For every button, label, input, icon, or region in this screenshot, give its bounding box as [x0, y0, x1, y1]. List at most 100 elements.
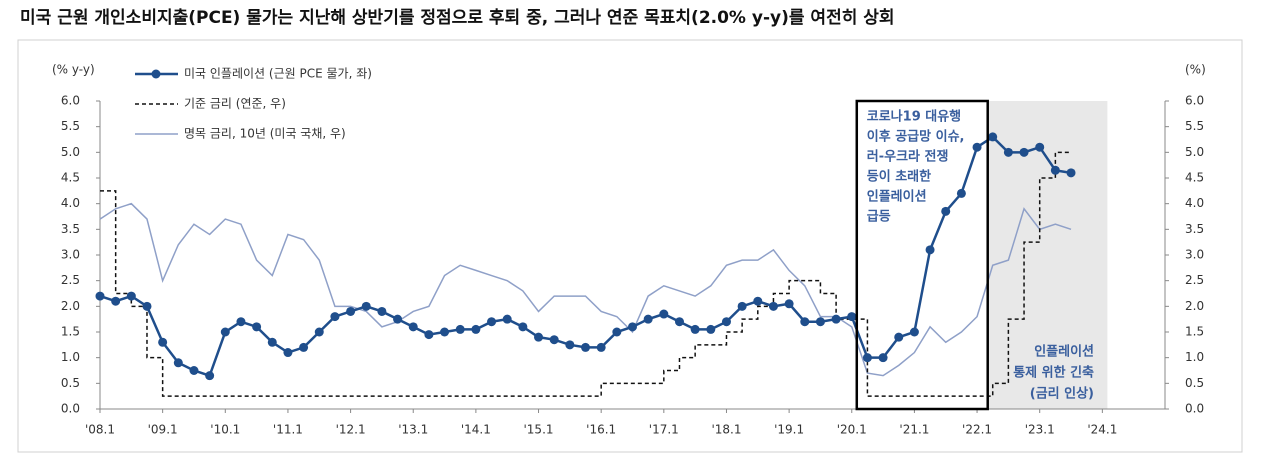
data-point — [393, 314, 403, 324]
annotation: 코로나19 대유행 — [867, 109, 961, 125]
x-tick-label: '08.1 — [85, 423, 115, 437]
data-point — [205, 371, 215, 381]
x-tick-label: '14.1 — [461, 423, 491, 437]
data-point — [314, 327, 324, 337]
x-tick-label: '21.1 — [899, 423, 929, 437]
legend-label: 기준 금리 (연준, 우) — [184, 97, 286, 111]
y2-tick-label: 0.5 — [1185, 376, 1204, 390]
data-point — [549, 335, 559, 345]
data-point — [361, 301, 371, 311]
data-point — [612, 327, 622, 337]
y-axis-label: (% y-y) — [52, 63, 95, 77]
y-tick-label: 1.5 — [61, 325, 80, 339]
data-point — [972, 142, 982, 152]
data-point — [267, 337, 277, 347]
y2-tick-label: 5.5 — [1185, 119, 1204, 133]
legend-label: 명목 금리, 10년 (미국 국채, 우) — [184, 127, 346, 141]
data-point — [1050, 165, 1060, 175]
data-point — [721, 317, 731, 327]
y2-tick-label: 3.5 — [1185, 222, 1204, 236]
annotation: 인플레이션 — [1034, 344, 1094, 360]
data-point — [894, 332, 904, 342]
y2-tick-label: 2.5 — [1185, 273, 1204, 287]
y-tick-label: 5.0 — [61, 145, 80, 159]
data-point — [1003, 147, 1013, 157]
highlight-box — [855, 99, 989, 411]
data-point — [628, 322, 637, 332]
annotation: 이후 공급망 이슈, — [867, 129, 965, 145]
data-point — [330, 312, 340, 322]
annotation: (금리 인상) — [1030, 386, 1094, 402]
data-point — [988, 132, 998, 142]
x-tick-label: '12.1 — [336, 423, 366, 437]
data-point — [737, 301, 747, 311]
x-tick-label: '22.1 — [962, 423, 992, 437]
data-point — [1035, 142, 1045, 152]
data-point — [299, 342, 309, 352]
data-point — [784, 299, 794, 309]
y-tick-label: 4.5 — [61, 171, 80, 185]
annotation: 급등 — [867, 210, 891, 225]
data-point — [518, 322, 528, 332]
data-point — [674, 317, 684, 327]
data-point — [189, 366, 199, 375]
data-point — [706, 324, 716, 334]
y-tick-label: 2.0 — [61, 299, 80, 313]
x-tick-label: '23.1 — [1025, 423, 1055, 437]
y-tick-label: 5.5 — [61, 119, 80, 133]
y2-tick-label: 5.0 — [1185, 145, 1204, 159]
y2-tick-label: 6.0 — [1185, 94, 1204, 108]
data-point — [95, 291, 105, 301]
x-tick-label: '17.1 — [649, 423, 679, 437]
y-tick-label: 3.5 — [61, 222, 80, 236]
x-tick-label: '11.1 — [273, 423, 303, 437]
x-tick-label: '16.1 — [586, 423, 616, 437]
data-point — [878, 353, 888, 363]
data-point — [455, 324, 465, 334]
x-tick-label: '20.1 — [837, 423, 867, 437]
data-point — [815, 317, 825, 327]
y-tick-label: 0.5 — [61, 376, 80, 390]
x-tick-label: '13.1 — [398, 423, 428, 437]
y-tick-label: 6.0 — [61, 94, 80, 108]
y-tick-label: 1.0 — [61, 350, 80, 364]
x-tick-label: '09.1 — [148, 423, 178, 437]
y-tick-label: 3.0 — [61, 248, 80, 262]
data-point — [142, 301, 152, 311]
data-point — [581, 342, 591, 352]
y2-tick-label: 0.0 — [1185, 402, 1204, 416]
data-point — [236, 317, 246, 327]
data-point — [487, 317, 497, 327]
x-tick-label: '15.1 — [524, 423, 554, 437]
data-point — [377, 306, 387, 316]
annotation: 등이 초래한 — [867, 169, 931, 185]
y2-tick-label: 2.0 — [1185, 299, 1204, 313]
data-point — [690, 324, 700, 334]
x-tick-label: '18.1 — [711, 423, 741, 437]
data-point — [424, 330, 434, 340]
data-point — [440, 327, 450, 337]
frame — [17, 39, 1243, 453]
legend-label: 미국 인플레이션 (근원 PCE 물가, 좌) — [184, 67, 372, 81]
data-point — [502, 314, 512, 324]
data-point — [534, 332, 544, 342]
y2-axis-label: (%) — [1185, 63, 1206, 77]
data-point — [565, 340, 575, 350]
annotation: 러-우크라 전쟁 — [867, 149, 949, 165]
y2-tick-label: 4.0 — [1185, 196, 1204, 210]
series-line — [99, 202, 1072, 377]
x-tick-label: '10.1 — [210, 423, 240, 437]
data-point — [158, 337, 168, 347]
y2-tick-label: 4.5 — [1185, 171, 1204, 185]
data-point — [847, 312, 857, 322]
data-point — [111, 296, 121, 306]
data-point — [753, 296, 763, 306]
data-point — [862, 353, 872, 363]
data-point — [283, 348, 293, 358]
y2-tick-label: 1.5 — [1185, 325, 1204, 339]
data-point — [252, 322, 262, 332]
data-point — [925, 245, 935, 255]
annotation: 통제 위한 긴축 — [1013, 365, 1094, 381]
data-point — [346, 306, 356, 316]
